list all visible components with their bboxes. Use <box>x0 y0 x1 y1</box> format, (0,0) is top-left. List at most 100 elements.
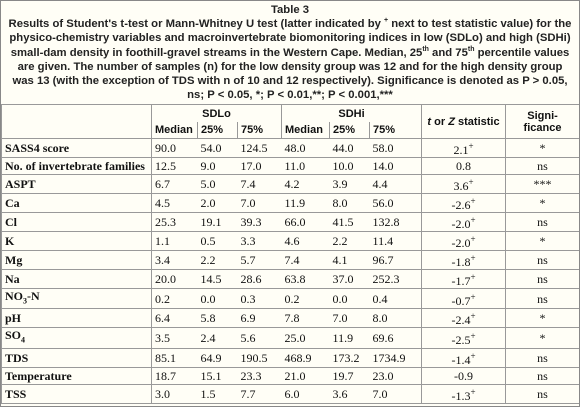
value-cell: 252.3 <box>369 268 422 289</box>
value-cell: 11.9 <box>329 327 370 349</box>
value-cell: 7.0 <box>237 192 282 213</box>
value-cell: 6.0 <box>281 383 330 404</box>
mann-whitney-marker: + <box>470 271 476 282</box>
stat-cell: -1.4+ <box>421 347 507 368</box>
label-sub: 3 <box>23 296 27 306</box>
row-label: TSS <box>1 383 152 404</box>
value-cell: 2.2 <box>197 249 238 270</box>
header-row: SDLo SDHi t or Z statistic Signi-ficance <box>1 104 579 139</box>
subheader: Median <box>281 121 331 139</box>
value-cell: 14.5 <box>197 268 238 289</box>
value-cell: 23.0 <box>369 366 422 385</box>
row-label: SO4 <box>1 327 152 349</box>
data-row: Cl 25.3 19.1 39.3 66.0 41.5 132.8 -2.0+ ns <box>1 211 579 232</box>
value-cell: 124.5 <box>237 137 282 158</box>
mann-whitney-marker: + <box>470 291 476 302</box>
value-cell: 56.0 <box>369 192 422 213</box>
value-cell: 4.2 <box>281 173 330 194</box>
value-cell: 7.4 <box>237 173 282 194</box>
sig-cell: * <box>505 137 579 158</box>
label-sub: 4 <box>21 335 26 345</box>
sig-cell: * <box>505 327 579 349</box>
mann-whitney-marker: + <box>468 140 474 151</box>
value-cell: 21.0 <box>281 366 330 385</box>
stat-cell: -2.0+ <box>421 230 507 251</box>
value-cell: 5.7 <box>237 249 282 270</box>
value-cell: 3.5 <box>151 327 198 349</box>
value-cell: 3.0 <box>151 383 198 404</box>
stat-value: -0.9 <box>454 368 474 383</box>
value-cell: 10.0 <box>329 156 370 175</box>
table-label: Table 3 <box>270 4 310 16</box>
sig-cell: * <box>505 230 579 251</box>
value-cell: 4.4 <box>369 173 422 194</box>
stat-value: 0.8 <box>456 158 472 173</box>
value-cell: 54.0 <box>197 137 238 158</box>
stat-value: -2.0 <box>451 235 471 250</box>
value-cell: 7.8 <box>281 308 330 329</box>
stat-cell: -2.5+ <box>421 327 507 349</box>
subheader: Median <box>151 121 198 139</box>
stat-cell: -2.0+ <box>421 211 507 232</box>
stat-value: -2.4 <box>451 313 471 328</box>
header-cell <box>1 104 152 139</box>
value-cell: 5.0 <box>197 173 238 194</box>
label-text: TDS <box>5 350 29 365</box>
sig-cell: *** <box>505 173 579 194</box>
text-segment: statistic <box>454 115 500 128</box>
data-row: TSS 3.0 1.5 7.7 6.0 3.6 7.0 -1.3+ ns <box>1 383 579 404</box>
sig-cell: * <box>505 308 579 329</box>
value-cell: 25.3 <box>151 211 198 232</box>
data-row: SO4 3.5 2.4 5.6 25.0 11.9 69.6 -2.5+ * <box>1 327 579 349</box>
value-cell: 28.6 <box>237 268 282 289</box>
value-cell: 7.0 <box>329 308 370 329</box>
subheader: 25% <box>197 121 238 139</box>
stat-cell: -0.9 <box>421 366 507 385</box>
value-cell: 1734.9 <box>369 347 422 368</box>
data-row: Mg 3.4 2.2 5.7 7.4 4.1 96.7 -1.8+ ns <box>1 249 579 270</box>
row-label: Cl <box>1 211 152 232</box>
value-cell: 190.5 <box>237 347 282 368</box>
value-cell: 44.0 <box>329 137 370 158</box>
value-cell: 5.8 <box>197 308 238 329</box>
row-label: Mg <box>1 249 152 270</box>
data-row: NO3-N 0.2 0.0 0.3 0.2 0.0 0.4 -0.7+ ns <box>1 287 579 310</box>
subheader: 75% <box>236 121 283 139</box>
value-cell: 3.3 <box>237 230 282 251</box>
value-cell: 18.7 <box>151 366 198 385</box>
stat-value: -1.4 <box>451 352 471 367</box>
text-segment: percentile values are given. The number … <box>12 46 570 102</box>
value-cell: 58.0 <box>369 137 422 158</box>
text-segment: + <box>384 17 389 25</box>
value-cell: 90.0 <box>151 137 198 158</box>
label-text: NO <box>5 288 23 303</box>
stat-value: 3.6 <box>453 178 469 193</box>
data-row: K 1.1 0.5 3.3 4.6 2.2 11.4 -2.0+ * <box>1 230 579 251</box>
value-cell: 6.7 <box>151 173 198 194</box>
row-label: ASPT <box>1 173 152 194</box>
data-row: Na 20.0 14.5 28.6 63.8 37.0 252.3 -1.7+ ns <box>1 268 579 289</box>
value-cell: 19.7 <box>329 366 370 385</box>
value-cell: 39.3 <box>237 211 282 232</box>
stat-value: -1.7 <box>451 273 471 288</box>
row-label: Ca <box>1 192 152 213</box>
mann-whitney-marker: + <box>470 386 476 397</box>
sig-cell: ns <box>505 347 579 368</box>
data-row: Temperature 18.7 15.1 23.3 21.0 19.7 23.0 -0.9 n… <box>1 366 579 385</box>
value-cell: 85.1 <box>151 347 198 368</box>
value-cell: 5.6 <box>237 327 282 349</box>
sig-header-line: Signi- <box>527 109 558 122</box>
value-cell: 7.4 <box>281 249 330 270</box>
group-header: SDLo <box>150 104 283 122</box>
value-cell: 48.0 <box>281 137 330 158</box>
value-cell: 64.9 <box>197 347 238 368</box>
caption: Table 3 Results of Student's t-test or M… <box>1 1 579 104</box>
value-cell: 2.0 <box>197 192 238 213</box>
sig-cell: ns <box>505 156 579 175</box>
value-cell: 17.0 <box>237 156 282 175</box>
stat-value: -2.6 <box>451 197 471 212</box>
sig-cell: ns <box>505 249 579 270</box>
value-cell: 69.6 <box>369 327 422 349</box>
stat-cell: 3.6+ <box>421 173 507 194</box>
